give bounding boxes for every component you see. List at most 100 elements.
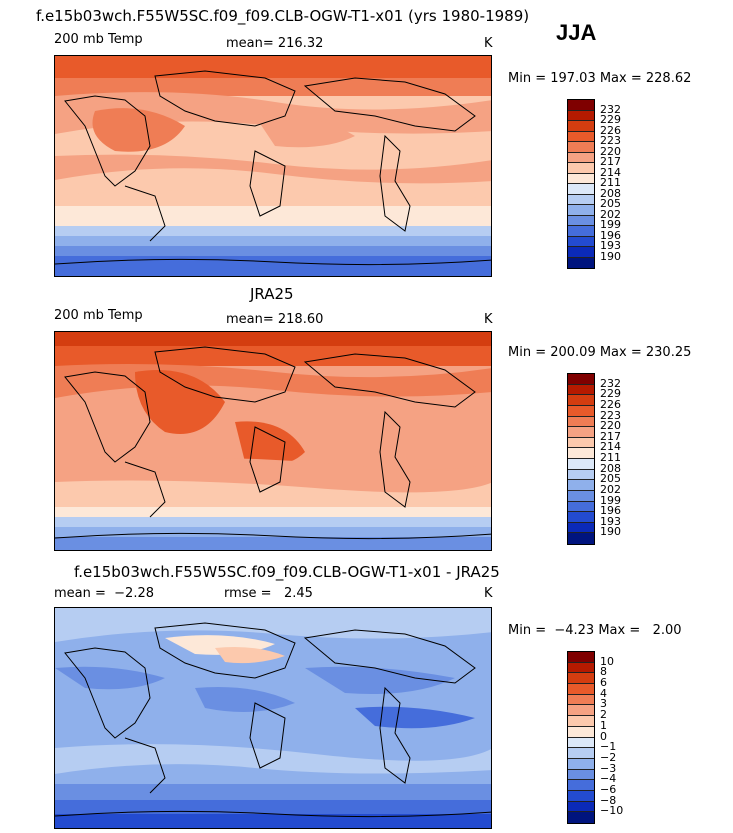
colorbar-swatch — [568, 131, 594, 142]
colorbar-tick-label: 229 — [600, 113, 621, 126]
colorbar-tick-label: 202 — [600, 482, 621, 496]
colorbar-tick-label: −1 — [600, 740, 617, 754]
colorbar-tick-label: 8 — [600, 665, 607, 679]
colorbar-swatch — [568, 480, 594, 491]
colorbar-tick-label: 199 — [600, 218, 621, 231]
colorbar-tick-label: 220 — [600, 144, 621, 158]
colorbar-swatch — [568, 737, 594, 749]
colorbar-swatch — [568, 427, 594, 438]
colorbar-tick-label: 193 — [600, 239, 621, 252]
colorbar-tick-label: 205 — [600, 472, 621, 486]
colorbar-tick-label: 217 — [600, 155, 621, 168]
colorbar-tick-label: 10 — [600, 654, 614, 668]
panel-2-title: JRA25 — [250, 285, 294, 303]
colorbar-swatch — [568, 152, 594, 163]
colorbar-tick-label: 190 — [600, 249, 621, 263]
colorbar-tick-label: 217 — [600, 429, 621, 443]
colorbar-swatch — [568, 490, 594, 502]
panel-2-variable-label: 200 mb Temp — [54, 308, 143, 323]
colorbar-swatch — [568, 662, 594, 674]
colorbar-tick-label: 229 — [600, 387, 621, 401]
colorbar-tick-label: 4 — [600, 686, 607, 700]
colorbar-tick-label: 223 — [600, 408, 621, 422]
colorbar-swatch — [568, 215, 594, 226]
colorbar-swatch — [568, 194, 594, 205]
colorbar-tick-label: 214 — [600, 165, 621, 179]
colorbar-swatch — [568, 384, 594, 396]
panel-2-colorbar — [567, 373, 595, 545]
colorbar-swatch — [568, 416, 594, 428]
colorbar-tick-label: 3 — [600, 697, 607, 711]
colorbar-tick-label: −2 — [600, 750, 617, 764]
panel-3-min-max: Min = −4.23 Max = 2.00 — [508, 623, 682, 638]
colorbar-tick-label: 211 — [600, 451, 621, 464]
colorbar-tick-label: 196 — [600, 504, 621, 518]
panel-2-mean-label: mean= 218.60 — [226, 312, 324, 327]
panel-3-rmse-label: rmse = 2.45 — [224, 586, 313, 601]
colorbar-tick-label: 199 — [600, 493, 621, 507]
colorbar-swatch — [568, 694, 594, 706]
colorbar-tick-label: 208 — [600, 461, 621, 475]
colorbar-swatch — [568, 142, 594, 153]
panel-2-min-max: Min = 200.09 Max = 230.25 — [508, 345, 692, 360]
colorbar-swatch — [568, 110, 594, 121]
colorbar-tick-label: 6 — [600, 676, 607, 690]
colorbar-tick-label: 220 — [600, 419, 621, 433]
colorbar-swatch — [568, 163, 594, 174]
colorbar-tick-label: −3 — [600, 761, 617, 775]
colorbar-swatch — [568, 469, 594, 481]
colorbar-swatch — [568, 673, 594, 685]
panel-3-unit-label: K — [484, 586, 493, 601]
colorbar-swatch — [568, 501, 594, 513]
colorbar-swatch — [568, 512, 594, 523]
colorbar-swatch — [568, 522, 594, 534]
colorbar-tick-label: −10 — [600, 804, 624, 818]
colorbar-swatch — [568, 769, 594, 781]
panel-3-map — [54, 607, 492, 829]
panel-1-variable-label: 200 mb Temp — [54, 32, 143, 47]
panel-1-map — [54, 55, 492, 277]
colorbar-swatch — [568, 533, 594, 544]
colorbar-tick-label: 232 — [600, 102, 621, 116]
colorbar-swatch — [568, 257, 594, 268]
colorbar-swatch — [568, 448, 594, 459]
colorbar-swatch — [568, 395, 594, 406]
panel-2-unit-label: K — [484, 312, 493, 327]
colorbar-swatch — [568, 236, 594, 247]
colorbar-swatch — [568, 790, 594, 802]
colorbar-swatch — [568, 748, 594, 759]
colorbar-tick-label: 1 — [600, 718, 607, 732]
colorbar-tick-label: 226 — [600, 397, 621, 411]
colorbar-swatch — [568, 684, 594, 695]
colorbar-tick-label: −6 — [600, 782, 617, 796]
colorbar-swatch — [568, 226, 594, 237]
colorbar-swatch — [568, 374, 594, 385]
colorbar-swatch — [568, 801, 594, 813]
colorbar-tick-label: 202 — [600, 207, 621, 221]
panel-3-title: f.e15b03wch.F55W5SC.f09_f09.CLB-OGW-T1-x… — [74, 563, 500, 581]
colorbar-tick-label: 196 — [600, 228, 621, 242]
colorbar-tick-label: 190 — [600, 525, 621, 539]
colorbar-tick-label: 214 — [600, 440, 621, 454]
colorbar-swatch — [568, 716, 594, 727]
colorbar-swatch — [568, 459, 594, 470]
panel-3-colorbar — [567, 651, 595, 824]
colorbar-swatch — [568, 705, 594, 717]
colorbar-swatch — [568, 437, 594, 449]
colorbar-tick-label: 2 — [600, 708, 607, 722]
panel-1-min-max: Min = 197.03 Max = 228.62 — [508, 71, 692, 86]
colorbar-swatch — [568, 100, 594, 111]
panel-1-colorbar — [567, 99, 595, 269]
colorbar-swatch — [568, 780, 594, 791]
colorbar-swatch — [568, 405, 594, 417]
colorbar-swatch — [568, 247, 594, 258]
colorbar-tick-label: 205 — [600, 197, 621, 210]
panel-3-mean-label: mean = −2.28 — [54, 586, 154, 601]
colorbar-swatch — [568, 184, 594, 195]
panel-2-map — [54, 331, 492, 551]
colorbar-tick-label: −4 — [600, 772, 617, 786]
colorbar-swatch — [568, 812, 594, 823]
colorbar-tick-label: −8 — [600, 793, 617, 807]
colorbar-tick-label: 226 — [600, 123, 621, 137]
season-label: JJA — [556, 20, 597, 45]
